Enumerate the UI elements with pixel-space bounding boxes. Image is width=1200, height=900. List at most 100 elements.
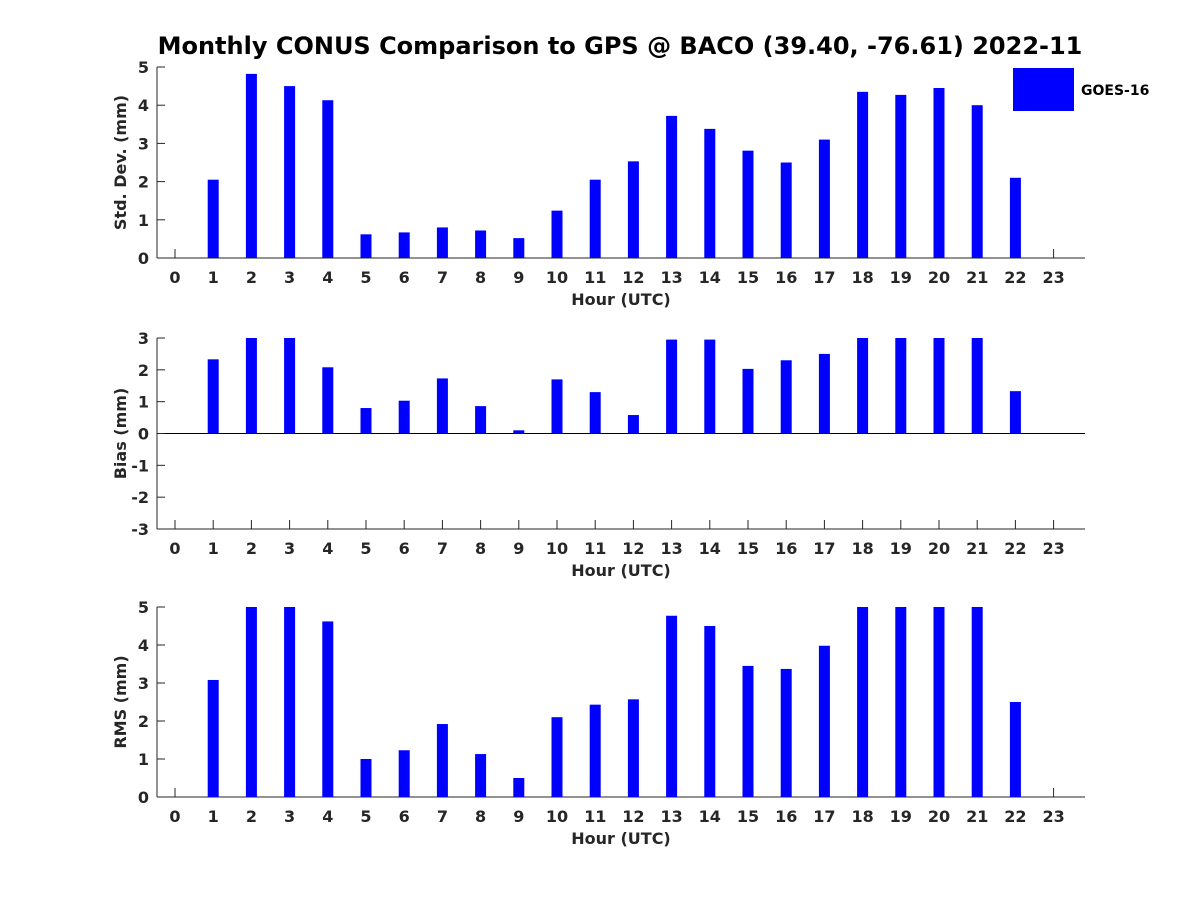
rms-x-tick-label: 2 bbox=[246, 807, 257, 826]
bias-bar-hour-14 bbox=[704, 339, 716, 434]
std-dev-x-tick-label: 3 bbox=[284, 268, 295, 287]
figure-title: Monthly CONUS Comparison to GPS @ BACO (… bbox=[158, 32, 1083, 60]
std-dev-bar-hour-7 bbox=[436, 227, 448, 258]
bias-x-tick-label: 20 bbox=[928, 539, 950, 558]
std-dev-x-tick-label: 19 bbox=[890, 268, 912, 287]
rms-y-tick-label: 0 bbox=[138, 788, 149, 807]
bias-x-tick-label: 11 bbox=[584, 539, 606, 558]
rms-y-tick-label: 2 bbox=[138, 712, 149, 731]
bias-bar-hour-9 bbox=[513, 430, 525, 434]
bias-bar-hour-13 bbox=[666, 339, 678, 434]
std-dev-bar-hour-11 bbox=[589, 179, 601, 258]
std-dev-x-tick-label: 12 bbox=[622, 268, 644, 287]
bias-bar-hour-2 bbox=[245, 338, 257, 434]
rms-bar-hour-19 bbox=[895, 607, 907, 797]
std-dev-x-tick-label: 5 bbox=[360, 268, 371, 287]
std-dev-bar-hour-9 bbox=[513, 238, 525, 258]
bias-y-tick-label: 1 bbox=[138, 393, 149, 412]
std-dev-x-tick-label: 23 bbox=[1042, 268, 1064, 287]
std-dev-bar-hour-15 bbox=[742, 150, 754, 258]
bias-x-tick-label: 14 bbox=[699, 539, 721, 558]
bias-bar-hour-6 bbox=[398, 400, 410, 434]
bias-x-tick-label: 18 bbox=[851, 539, 873, 558]
std-dev-bar-hour-4 bbox=[322, 100, 334, 258]
bias-bar-hour-1 bbox=[207, 359, 219, 434]
rms-x-tick-label: 23 bbox=[1042, 807, 1064, 826]
rms-bar-hour-22 bbox=[1009, 702, 1021, 797]
rms-x-tick-label: 0 bbox=[169, 807, 180, 826]
std-dev-y-tick-label: 0 bbox=[138, 249, 149, 268]
rms-y-tick-label: 4 bbox=[138, 636, 149, 655]
bias-bar-hour-21 bbox=[971, 338, 983, 434]
rms-bar-hour-12 bbox=[627, 699, 639, 797]
rms-y-axis-label: RMS (mm) bbox=[111, 655, 130, 748]
std-dev-x-tick-label: 18 bbox=[851, 268, 873, 287]
bias-x-tick-label: 21 bbox=[966, 539, 988, 558]
bias-y-tick-label: -1 bbox=[131, 456, 149, 475]
std-dev-x-tick-label: 20 bbox=[928, 268, 950, 287]
bias-y-tick-label: -3 bbox=[131, 520, 149, 539]
bias-x-tick-label: 8 bbox=[475, 539, 486, 558]
rms-bar-hour-11 bbox=[589, 704, 601, 797]
rms-bar-hour-3 bbox=[284, 607, 296, 797]
std-dev-bar-hour-3 bbox=[284, 86, 296, 258]
bias-x-tick-label: 5 bbox=[360, 539, 371, 558]
bias-x-tick-label: 22 bbox=[1004, 539, 1026, 558]
bias-y-tick-label: 2 bbox=[138, 361, 149, 380]
rms-x-tick-label: 8 bbox=[475, 807, 486, 826]
std-dev-x-tick-label: 1 bbox=[208, 268, 219, 287]
rms-x-tick-label: 13 bbox=[660, 807, 682, 826]
rms-bar-hour-13 bbox=[666, 615, 678, 797]
std-dev-y-tick-label: 3 bbox=[138, 134, 149, 153]
std-dev-y-tick-label: 4 bbox=[138, 96, 149, 115]
rms-x-tick-label: 4 bbox=[322, 807, 333, 826]
rms-x-tick-label: 10 bbox=[546, 807, 568, 826]
rms-bar-hour-10 bbox=[551, 717, 563, 797]
std-dev-x-tick-label: 14 bbox=[699, 268, 721, 287]
std-dev-x-tick-label: 22 bbox=[1004, 268, 1026, 287]
std-dev-x-tick-label: 16 bbox=[775, 268, 797, 287]
rms-x-tick-label: 21 bbox=[966, 807, 988, 826]
bias-y-tick-label: 3 bbox=[138, 329, 149, 348]
rms-bar-hour-7 bbox=[436, 724, 448, 797]
rms-x-tick-label: 16 bbox=[775, 807, 797, 826]
rms-x-tick-label: 20 bbox=[928, 807, 950, 826]
bias-x-tick-label: 13 bbox=[660, 539, 682, 558]
bias-bar-hour-3 bbox=[284, 338, 296, 434]
std-dev-x-tick-label: 2 bbox=[246, 268, 257, 287]
std-dev-bar-hour-16 bbox=[780, 162, 792, 258]
std-dev-bar-hour-2 bbox=[245, 73, 257, 258]
std-dev-bar-hour-20 bbox=[933, 88, 945, 258]
std-dev-y-axis-label: Std. Dev. (mm) bbox=[111, 95, 130, 230]
rms-bar-hour-4 bbox=[322, 621, 334, 797]
bias-x-tick-label: 9 bbox=[513, 539, 524, 558]
bias-x-tick-label: 19 bbox=[890, 539, 912, 558]
rms-bar-hour-1 bbox=[207, 679, 219, 797]
bias-x-tick-label: 7 bbox=[437, 539, 448, 558]
legend-label-goes-16: GOES-16 bbox=[1081, 83, 1149, 99]
rms-y-tick-label: 1 bbox=[138, 750, 149, 769]
bias-bar-hour-20 bbox=[933, 338, 945, 434]
rms-x-tick-label: 6 bbox=[399, 807, 410, 826]
std-dev-x-tick-label: 13 bbox=[660, 268, 682, 287]
bias-x-tick-label: 15 bbox=[737, 539, 759, 558]
rms-x-tick-label: 7 bbox=[437, 807, 448, 826]
rms-bar-hour-15 bbox=[742, 665, 754, 797]
std-dev-bar-hour-13 bbox=[666, 115, 678, 259]
rms-y-tick-label: 5 bbox=[138, 598, 149, 617]
bias-y-axis-label: Bias (mm) bbox=[111, 388, 130, 480]
std-dev-bar-hour-12 bbox=[627, 161, 639, 258]
bias-bar-hour-17 bbox=[818, 353, 830, 434]
std-dev-x-axis-label: Hour (UTC) bbox=[571, 290, 671, 309]
bias-x-axis-label: Hour (UTC) bbox=[571, 561, 671, 580]
bias-bar-hour-11 bbox=[589, 392, 601, 434]
std-dev-y-tick-label: 1 bbox=[138, 211, 149, 230]
bias-x-tick-label: 10 bbox=[546, 539, 568, 558]
rms-bar-hour-16 bbox=[780, 668, 792, 797]
rms-x-tick-label: 9 bbox=[513, 807, 524, 826]
rms-bar-hour-20 bbox=[933, 607, 945, 797]
std-dev-bar-hour-21 bbox=[971, 105, 983, 258]
bias-bar-hour-4 bbox=[322, 367, 334, 434]
